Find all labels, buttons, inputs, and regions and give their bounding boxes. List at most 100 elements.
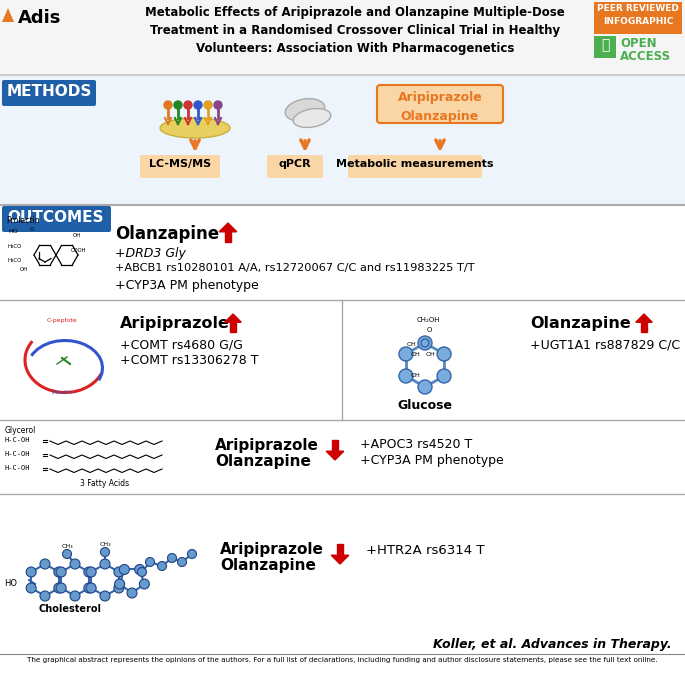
FancyBboxPatch shape [230,321,236,332]
Circle shape [164,101,172,109]
Polygon shape [326,451,344,460]
Circle shape [399,369,413,383]
Circle shape [437,347,451,361]
Polygon shape [225,314,241,322]
Text: HO: HO [8,229,18,234]
Ellipse shape [160,118,230,138]
Circle shape [114,579,125,589]
Circle shape [214,101,222,109]
Text: OH: OH [411,352,421,356]
Text: The graphical abstract represents the opinions of the authors. For a full list o: The graphical abstract represents the op… [27,657,658,663]
Text: Cholesterol: Cholesterol [38,604,101,614]
Text: Koller, et al. Advances in Therapy.: Koller, et al. Advances in Therapy. [434,638,672,651]
Polygon shape [2,8,14,22]
Circle shape [86,567,96,577]
Text: Olanzapine: Olanzapine [220,558,316,573]
Text: H₃CO: H₃CO [8,258,23,263]
Text: H-C-OH: H-C-OH [5,437,31,443]
Text: Olanzapine: Olanzapine [530,316,631,331]
Polygon shape [219,223,237,232]
Circle shape [100,591,110,601]
Text: O: O [427,327,432,333]
Ellipse shape [285,98,325,121]
Circle shape [174,101,182,109]
Text: Insulin: Insulin [51,390,72,395]
Text: 🔒: 🔒 [601,38,609,52]
Circle shape [204,101,212,109]
Circle shape [127,588,137,598]
Text: Olanzapine: Olanzapine [215,454,311,469]
Circle shape [158,561,166,570]
Text: OPEN: OPEN [620,37,657,50]
FancyBboxPatch shape [594,2,682,34]
Polygon shape [332,555,349,564]
Text: +UGT1A1 rs887829 C/C: +UGT1A1 rs887829 C/C [530,338,680,351]
Text: OH: OH [20,267,28,272]
Circle shape [26,567,36,577]
Circle shape [62,550,71,559]
Text: Aripiprazole: Aripiprazole [215,438,319,453]
Circle shape [177,557,186,566]
FancyBboxPatch shape [332,440,338,451]
Circle shape [437,369,451,383]
Text: +COMT rs13306278 T: +COMT rs13306278 T [120,354,258,367]
Text: OH: OH [73,233,82,238]
Text: +DRD3 Gly: +DRD3 Gly [115,247,186,260]
FancyBboxPatch shape [2,80,96,106]
Text: PEER REVIEWED
INFOGRAPHIC: PEER REVIEWED INFOGRAPHIC [597,4,679,25]
Text: qPCR: qPCR [279,159,311,169]
Circle shape [114,583,124,593]
FancyBboxPatch shape [0,76,685,206]
Text: C-peptide: C-peptide [47,318,77,323]
FancyBboxPatch shape [377,85,503,123]
FancyBboxPatch shape [267,155,323,178]
FancyBboxPatch shape [337,544,343,555]
Circle shape [40,559,50,569]
Text: +APOC3 rs4520 T: +APOC3 rs4520 T [360,438,472,451]
Text: Olanzapine: Olanzapine [115,225,219,243]
Text: H₃CO: H₃CO [8,244,23,249]
Text: 3 Fatty Acids: 3 Fatty Acids [80,479,129,488]
Text: Volunteers: Association With Pharmacogenetics: Volunteers: Association With Pharmacogen… [196,42,514,55]
Text: Aripiprazole: Aripiprazole [120,316,230,331]
Text: O: O [30,227,34,232]
FancyBboxPatch shape [348,155,482,178]
Text: LC-MS/MS: LC-MS/MS [149,159,211,169]
Text: HO: HO [4,579,17,588]
Text: H-C-OH: H-C-OH [5,451,31,457]
Circle shape [188,550,197,559]
FancyBboxPatch shape [641,321,647,332]
Text: +HTR2A rs6314 T: +HTR2A rs6314 T [366,544,484,557]
Text: OUTCOMES: OUTCOMES [8,210,104,225]
Text: +COMT rs4680 G/G: +COMT rs4680 G/G [120,338,243,351]
Text: Glucose: Glucose [397,399,453,412]
Circle shape [119,564,129,574]
Circle shape [418,336,432,350]
Circle shape [70,559,80,569]
Text: Aripiprazole
Olanzapine: Aripiprazole Olanzapine [397,91,482,123]
Circle shape [56,583,66,593]
Text: CH₂OH: CH₂OH [417,317,440,323]
Circle shape [100,559,110,569]
Ellipse shape [293,109,331,127]
Circle shape [418,380,432,394]
Circle shape [26,583,36,593]
Text: CH₃: CH₃ [100,542,112,547]
Circle shape [54,583,64,593]
Text: OH: OH [426,352,436,356]
Text: Prolactin: Prolactin [6,216,40,225]
Circle shape [70,591,80,601]
FancyBboxPatch shape [0,0,685,75]
Circle shape [194,101,202,109]
Circle shape [56,567,66,577]
Polygon shape [636,314,652,322]
Text: METHODS: METHODS [6,84,92,99]
Text: Treatment in a Randomised Crossover Clinical Trial in Healthy: Treatment in a Randomised Crossover Clin… [150,24,560,37]
Text: Metabolic Effects of Aripiprazole and Olanzapine Multiple-Dose: Metabolic Effects of Aripiprazole and Ol… [145,6,565,19]
Circle shape [145,557,155,566]
Circle shape [399,347,413,361]
Circle shape [421,339,429,347]
Text: ACCESS: ACCESS [620,50,671,63]
Circle shape [40,591,50,601]
FancyBboxPatch shape [2,206,111,232]
